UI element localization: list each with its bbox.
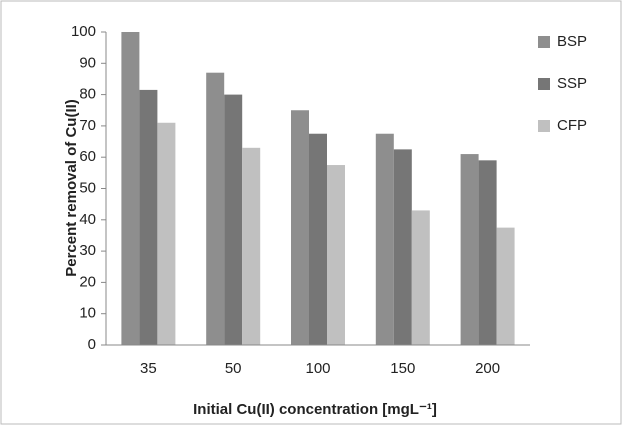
y-tick-label: 60 [79,148,96,165]
bar [157,122,176,346]
x-tick-label: 50 [225,360,242,377]
legend-swatch [538,78,550,90]
legend-swatch [538,36,550,48]
bar [291,110,309,345]
legend-label: CFP [557,117,587,134]
y-tick-label: 80 [79,86,96,103]
legend-swatch [538,120,550,132]
y-tick-label: 10 [79,305,96,322]
bar [206,72,225,345]
y-tick-label: 30 [79,242,96,259]
bar [242,147,261,345]
legend-label: BSP [557,33,587,50]
x-axis-title: Initial Cu(II) concentration [mgL⁻¹] [193,401,437,418]
x-tick-label: 35 [140,360,157,377]
y-tick-label: 0 [88,336,96,353]
y-axis-title: Percent removal of Cu(II) [63,99,80,277]
y-tick-label: 90 [79,54,96,71]
bar [375,133,394,345]
bar [496,227,515,345]
y-tick-label: 40 [79,211,96,228]
bar [460,154,479,345]
bar [478,160,497,345]
bar [224,94,243,345]
x-tick-label: 150 [390,360,415,377]
bar [393,149,412,345]
y-tick-label: 20 [79,273,96,290]
y-tick-label: 100 [71,23,96,40]
bar [411,210,430,345]
bar [139,89,158,345]
x-tick-label: 100 [305,360,330,377]
legend-label: SSP [557,75,587,92]
bar [309,133,327,345]
bar [327,165,345,345]
x-tick-label: 200 [475,360,500,377]
y-tick-label: 70 [79,117,96,134]
y-tick-label: 50 [79,179,96,196]
bar [121,32,140,345]
